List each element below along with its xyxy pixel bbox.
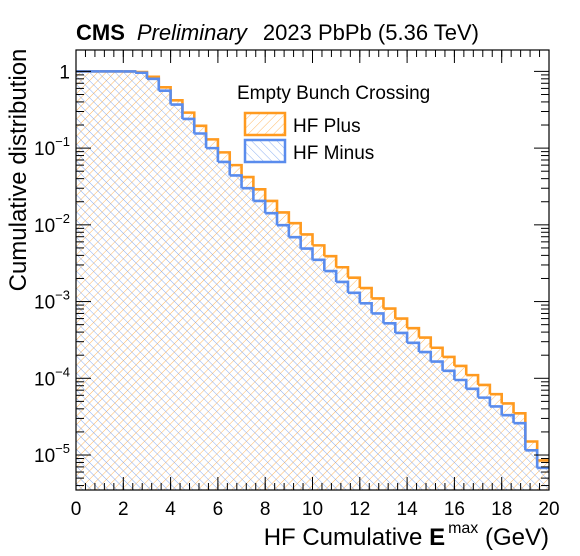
bin-hf-plus-28 (407, 326, 421, 338)
bin-hf-plus-33 (466, 373, 480, 385)
bin-hf-minus-34 (478, 396, 492, 407)
bin-hf-minus-27 (395, 331, 409, 343)
bin-hf-plus-27 (395, 317, 409, 329)
legend-swatch-hf-minus (243, 138, 287, 164)
bin-hf-plus-15 (253, 188, 267, 201)
bin-hf-minus-6 (146, 77, 161, 91)
bin-hf-plus-21 (324, 254, 338, 268)
x-tick-label: 8 (260, 499, 271, 520)
y-axis-label: Cumulative distribution (5, 49, 32, 292)
x-tick-label: 2 (118, 499, 129, 520)
y-tick-label: 10−1 (34, 134, 70, 160)
bin-hf-minus-30 (430, 360, 444, 371)
bin-hf-minus-23 (347, 291, 362, 304)
bin-hf-plus-22 (336, 265, 350, 278)
x-tick-label: 12 (349, 499, 370, 520)
legend-label-hf-plus: HF Plus (293, 116, 361, 137)
bin-hf-minus-35 (489, 405, 503, 416)
x-tick-label: 20 (538, 499, 559, 520)
axes: 0 2 4 6 8 10 12 14 16 18 20 1 10−1 10−2 10−3 10−4 10−5 (34, 50, 560, 520)
x-tick-label: 0 (71, 499, 82, 520)
bin-hf-plus-30 (430, 346, 444, 357)
x-tick-label: 6 (213, 499, 224, 520)
bin-hf-minus-22 (336, 280, 350, 293)
bin-hf-minus-10 (194, 132, 208, 149)
bin-hf-plus-20 (312, 244, 326, 257)
header-status: Preliminary (137, 20, 249, 45)
bin-hf-plus-32 (454, 364, 468, 376)
series-fill-hf-minus (76, 71, 549, 491)
bin-hf-minus-5 (135, 71, 149, 79)
bin-hf-plus-25 (371, 297, 385, 309)
header-run-info: 2023 PbPb (5.36 TeV) (263, 20, 479, 45)
x-tick-label: 10 (302, 499, 323, 520)
bin-hf-plus-14 (241, 175, 255, 190)
bin-hf-plus-18 (288, 221, 302, 235)
x-axis-label-prefix: HF Cumulative (264, 524, 429, 551)
bin-hf-minus-29 (418, 350, 433, 362)
header-text: CMS Preliminary 2023 PbPb (5.36 TeV) (76, 20, 479, 45)
bin-hf-minus-16 (265, 211, 279, 226)
legend-label-hf-minus: HF Minus (293, 143, 374, 164)
bin-hf-minus-24 (359, 301, 373, 314)
bin-hf-plus-36 (501, 402, 515, 414)
bin-hf-minus-11 (206, 146, 220, 162)
bin-hf-minus-15 (253, 199, 267, 214)
x-axis-label-sup: max (448, 520, 478, 537)
x-tick-label: 14 (397, 499, 419, 520)
y-tick-label: 1 (59, 62, 70, 83)
bin-hf-minus-21 (324, 269, 338, 282)
x-tick-label: 4 (165, 499, 176, 520)
x-tick-label: 18 (491, 499, 512, 520)
bin-hf-minus-7 (158, 89, 172, 105)
bin-hf-minus-18 (288, 235, 302, 249)
bin-hf-plus-19 (300, 233, 314, 246)
legend-title: Empty Bunch Crossing (237, 83, 430, 104)
bin-hf-minus-12 (217, 160, 232, 176)
bin-hf-minus-28 (407, 341, 421, 353)
bin-hf-minus-14 (241, 186, 255, 201)
bin-hf-plus-23 (347, 276, 362, 289)
bin-hf-minus-17 (277, 223, 291, 238)
x-axis-label-suffix: (GeV) (478, 524, 549, 551)
y-tick-label: 10−4 (34, 364, 70, 390)
bin-hf-minus-8 (170, 103, 184, 119)
bin-hf-minus-9 (182, 117, 196, 134)
histogram-layer (76, 70, 549, 491)
x-axis-label-main: E (429, 524, 445, 551)
legend-swatch-hf-plus (243, 111, 287, 137)
bin-hf-plus-24 (359, 286, 373, 299)
bin-hf-minus-19 (300, 247, 314, 260)
bin-hf-minus-31 (442, 369, 456, 381)
y-tick-label: 10−5 (34, 441, 70, 467)
bin-hf-plus-13 (229, 163, 243, 178)
bin-hf-minus-4 (123, 70, 137, 73)
bin-hf-minus-13 (229, 174, 243, 189)
bin-hf-minus-20 (312, 258, 326, 272)
legend: Empty Bunch Crossing HF Plus HF Minus (237, 83, 430, 164)
bin-hf-plus-34 (478, 383, 492, 395)
bin-hf-plus-16 (265, 199, 279, 213)
x-tick-label: 16 (444, 499, 465, 520)
bin-hf-minus-37 (513, 421, 527, 451)
bin-hf-minus-38 (525, 449, 539, 468)
bin-hf-minus-25 (371, 312, 385, 324)
bin-hf-plus-35 (489, 392, 503, 404)
bin-hf-plus-17 (277, 211, 291, 224)
header-experiment: CMS (76, 20, 125, 45)
bin-hf-minus-32 (454, 378, 468, 389)
bin-hf-minus-26 (383, 322, 397, 333)
bin-hf-plus-29 (418, 336, 433, 348)
bin-hf-plus-26 (383, 307, 397, 319)
y-tick-label: 10−3 (34, 288, 70, 314)
bin-hf-minus-36 (501, 413, 515, 424)
y-tick-label: 10−2 (34, 211, 70, 237)
bin-hf-minus-33 (466, 387, 480, 398)
bin-hf-plus-31 (442, 355, 456, 366)
